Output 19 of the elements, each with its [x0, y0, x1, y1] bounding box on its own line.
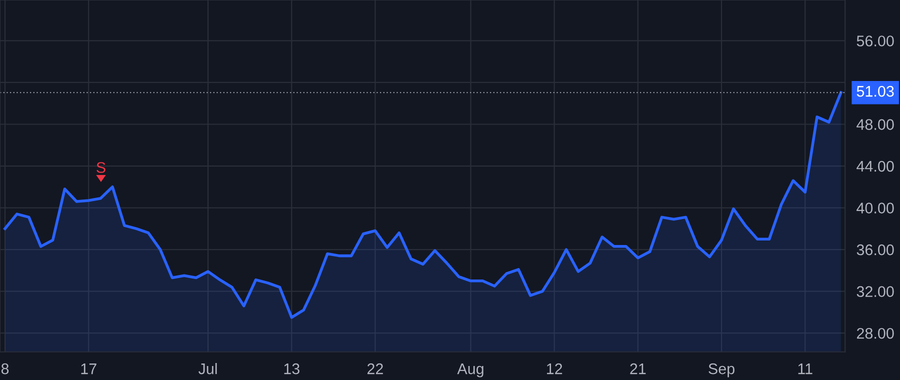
x-tick-label: Sep [708, 363, 734, 378]
y-tick-label: 40.00 [856, 202, 894, 214]
y-tick-label: 44.00 [856, 160, 894, 172]
y-tick-label: 28.00 [856, 328, 894, 339]
x-tick-label: 11 [798, 364, 812, 374]
ref-line-label: 51.03 [856, 86, 894, 97]
x-tick-label: 12 [546, 363, 562, 374]
x-tick-label: 17 [81, 364, 96, 374]
x-tick-label: 13 [284, 363, 300, 374]
y-tick-label: 56.00 [856, 36, 894, 46]
y-tick-label: 48.00 [856, 119, 894, 130]
x-tick-label: 8 [1, 363, 9, 374]
y-tick-label: 36.00 [856, 244, 894, 256]
x-tick-label: Jul [198, 362, 217, 374]
x-tick-label: 21 [630, 363, 646, 374]
x-tick-label: Aug [457, 364, 484, 378]
annotation: S [96, 162, 106, 173]
x-tick-label: 22 [367, 363, 383, 374]
y-tick-label: 32.00 [856, 286, 894, 298]
